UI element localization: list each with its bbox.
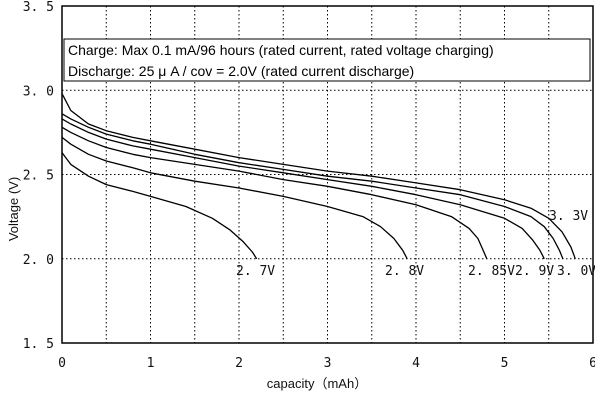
annotation-charge: Charge: Max 0.1 mA/96 hours (rated curre… [68, 42, 494, 58]
y-axis-title: Voltage (V) [6, 177, 21, 241]
series-label: 2. 8V [385, 264, 424, 279]
x-tick-label: 0 [58, 356, 66, 371]
series-label: 2. 7V [236, 264, 275, 279]
annotation-frame [63, 38, 591, 82]
series-label: 2. 9V [515, 264, 554, 279]
y-tick-label: 3. 0 [23, 84, 54, 99]
series-line [61, 118, 545, 260]
x-tick-label: 2 [235, 356, 243, 371]
x-tick-label: 3 [324, 356, 332, 371]
y-tick-label: 2. 5 [23, 169, 54, 184]
series-group [61, 93, 576, 260]
series-line [61, 152, 258, 260]
x-axis-title: capacity（mAh） [267, 376, 367, 391]
annotation-box: Charge: Max 0.1 mA/96 hours (rated curre… [63, 38, 591, 82]
x-tick-label: 5 [501, 356, 509, 371]
series-line [61, 93, 576, 260]
series-line [61, 136, 408, 260]
x-tick-label: 6 [589, 356, 595, 371]
annotation-discharge: Discharge: 25 μ A / cov = 2.0V (rated cu… [68, 63, 414, 79]
x-tick-label: 4 [412, 356, 420, 371]
x-tick-label: 1 [147, 356, 155, 371]
series-line [61, 126, 488, 260]
plot-frame [61, 5, 594, 344]
y-tick-label: 2. 0 [23, 253, 54, 268]
series-label-group: 3. 3V 3. 0V2. 9V2. 85V 2. 8V 2. 7V [236, 209, 595, 279]
y-tick-label: 1. 5 [23, 337, 54, 352]
series-label: 3. 3V [549, 209, 588, 224]
series-label: 3. 0V [557, 264, 595, 279]
series-line [61, 113, 564, 260]
y-tick-label: 3. 5 [23, 0, 54, 15]
tick-labels: 0 1 2 3 4 5 6 1. 5 2. 0 2. 5 3. 0 3. 5 [23, 0, 595, 371]
series-label: 2. 85V [468, 264, 515, 279]
